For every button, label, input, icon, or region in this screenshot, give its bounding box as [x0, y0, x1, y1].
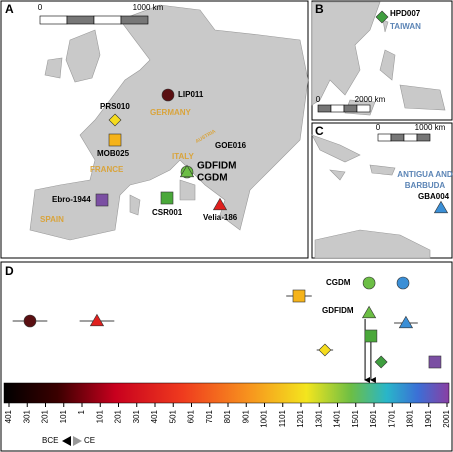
x-tick-label: 1201	[296, 409, 305, 427]
bce-arrow	[62, 436, 71, 446]
panel-label: B	[315, 2, 324, 16]
point	[361, 305, 377, 319]
country-label: ANTIGUA AND	[397, 170, 453, 179]
x-tick-label: 401	[150, 409, 159, 423]
panel-d-frame	[0, 261, 453, 452]
site-label: CSR001	[152, 208, 183, 217]
map-marker	[108, 113, 122, 127]
map-c	[311, 122, 453, 259]
country-label: GERMANY	[150, 108, 192, 117]
map-marker	[212, 197, 228, 211]
bce-label: BCE	[42, 436, 58, 445]
ce-label: CE	[84, 436, 95, 445]
point	[362, 276, 376, 290]
annotation: CGDM	[326, 278, 351, 287]
point	[396, 276, 410, 290]
site-label: GBA004	[418, 192, 450, 201]
scale-label: 1000 km	[133, 3, 164, 12]
x-tick-label: 301	[22, 409, 31, 423]
panel-label: D	[5, 264, 14, 278]
x-tick-label: 1101	[278, 409, 287, 427]
x-tick-label: 1701	[387, 409, 396, 427]
scale-label: 2000 km	[355, 95, 386, 104]
scale-label: 0	[376, 123, 381, 132]
ce-arrow	[73, 436, 82, 446]
site-label: Ebro-1944	[52, 195, 91, 204]
panel-label: C	[315, 124, 324, 138]
map-a	[0, 0, 309, 259]
map-marker	[161, 88, 175, 102]
country-label: TAIWAN	[390, 22, 421, 31]
country-label: ITALY	[172, 152, 194, 161]
map-marker	[95, 193, 109, 207]
x-tick-label: 1601	[369, 409, 378, 427]
x-tick-label: 601	[187, 409, 196, 423]
site-label: GOE016	[215, 141, 247, 150]
point	[318, 343, 332, 357]
point	[364, 329, 378, 343]
country-label: BARBUDA	[405, 181, 446, 190]
x-tick-label: 201	[114, 409, 123, 423]
point	[89, 313, 105, 327]
map-marker	[160, 191, 174, 205]
scale-label: 1000 km	[415, 123, 446, 132]
site-label: LIP011	[178, 90, 204, 99]
point	[428, 355, 442, 369]
country-label: SPAIN	[40, 215, 64, 224]
x-tick-label: 901	[241, 409, 250, 423]
x-tick-label: 101	[59, 409, 68, 423]
x-tick-label: 1401	[333, 409, 342, 427]
x-tick-label: 1	[77, 409, 86, 414]
scale-label: 0	[316, 95, 321, 104]
point	[398, 315, 414, 329]
annotation: GDFIDM	[322, 306, 354, 315]
site-label: Velia-186	[203, 213, 238, 222]
x-tick-label: 201	[41, 409, 50, 423]
scale-bars	[39, 15, 431, 142]
site-label: CGDM	[197, 173, 228, 184]
map-marker	[108, 133, 122, 147]
point	[374, 355, 388, 369]
point	[292, 289, 306, 303]
x-tick-label: 801	[223, 409, 232, 423]
map-marker	[179, 164, 195, 178]
color-bar	[3, 382, 450, 404]
x-tick-label: 2001	[442, 409, 451, 427]
scale-label: 0	[38, 3, 43, 12]
country-label: FRANCE	[90, 165, 124, 174]
map-marker	[375, 10, 389, 24]
site-label: GDFIDM	[197, 161, 236, 172]
map-marker	[433, 200, 449, 214]
x-tick-label: 1301	[314, 409, 323, 427]
x-tick-label: 501	[168, 409, 177, 423]
site-label: HPD007	[390, 9, 421, 18]
x-tick-label: 1001	[260, 409, 269, 427]
site-label: MOB025	[97, 149, 130, 158]
panel-label: A	[5, 2, 14, 16]
x-tick-label: 301	[132, 409, 141, 423]
x-tick-label: 101	[95, 409, 104, 423]
x-tick-label: 401	[4, 409, 13, 423]
x-tick-label: 1501	[351, 409, 360, 427]
x-tick-label: 1901	[424, 409, 433, 427]
x-tick-label: 1801	[406, 409, 415, 427]
point	[23, 314, 37, 328]
x-tick-label: 701	[205, 409, 214, 423]
site-label: PRS010	[100, 102, 130, 111]
